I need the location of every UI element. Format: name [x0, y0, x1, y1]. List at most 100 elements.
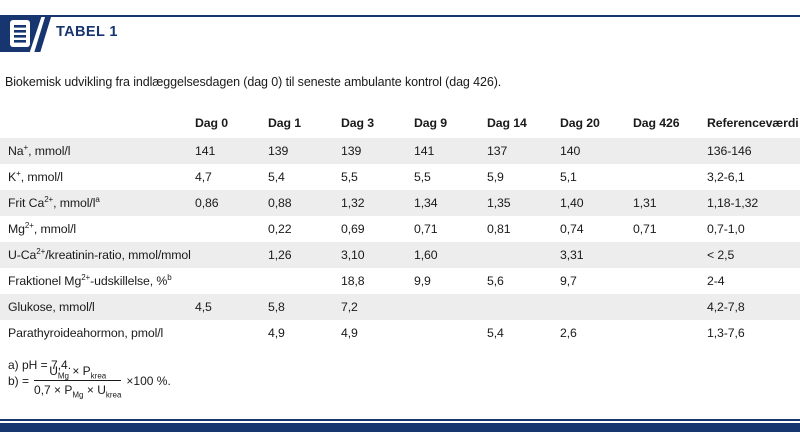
superscript: + [16, 168, 21, 178]
column-header [0, 100, 195, 138]
cell: 9,9 [414, 274, 431, 288]
text-run: , mmol/l [20, 170, 63, 184]
subscript: krea [90, 371, 107, 381]
cell: 0,7-1,0 [707, 222, 745, 236]
superscript: 2+ [81, 272, 91, 282]
cell [633, 268, 707, 294]
cell [195, 268, 268, 294]
cell: 136-146 [707, 144, 752, 158]
cell: 1,60 [414, 248, 438, 262]
cell: 9,7 [560, 274, 577, 288]
subscript: Mg [57, 371, 69, 381]
column-header: Dag 3 [341, 116, 374, 130]
cell [487, 294, 560, 320]
row-label: Fraktionel Mg2+-udskillelse, %b [0, 268, 195, 294]
superscript: 2+ [36, 246, 46, 256]
subscript: Mg [72, 390, 84, 400]
text-run: , mmol/l [33, 222, 77, 236]
cell: 2,6 [560, 326, 577, 340]
cell: 5,9 [487, 170, 504, 184]
table-row: Glukose, mmol/l 4,5 5,8 7,2 4,2-7,8 [0, 294, 800, 320]
row-label: Na+, mmol/l [0, 138, 195, 164]
cell: 7,2 [341, 300, 358, 314]
table-row: Parathyroideahormon, pmol/l 4,9 4,9 5,4 2,6 1… [0, 320, 800, 346]
fraction-denominator: 0,7 × PMg × Ukrea [34, 381, 122, 400]
table-row: Na+, mmol/l 141 139 139 141 137 140 136-146 [0, 138, 800, 164]
text-run: 0,7 × P [34, 383, 73, 397]
cell: 4,5 [195, 300, 212, 314]
fraction-numerator: UMg × Pkrea [34, 364, 122, 381]
cell: 5,5 [414, 170, 431, 184]
cell: 139 [268, 144, 289, 158]
cell: 5,1 [560, 170, 577, 184]
table-row: K+, mmol/l 4,7 5,4 5,5 5,5 5,9 5,1 3,2-6,1 [0, 164, 800, 190]
superscript: 2+ [24, 220, 34, 230]
superscript: a [95, 194, 100, 204]
cell [195, 216, 268, 242]
column-header: Referenceværdi [707, 116, 799, 130]
cell: 4,7 [195, 170, 212, 184]
text-run: , mmol/l [28, 144, 71, 158]
cell: 0,86 [195, 196, 219, 210]
cell [633, 294, 707, 320]
cell: 1,32 [341, 196, 365, 210]
cell [560, 294, 633, 320]
banner-top-rule [0, 15, 800, 17]
text-run: , mmol/l [53, 196, 96, 210]
cell: 141 [414, 144, 435, 158]
row-label: Parathyroideahormon, pmol/l [0, 320, 195, 346]
text-run: × U [83, 383, 106, 397]
cell: 0,74 [560, 222, 584, 236]
cell: 3,31 [560, 248, 584, 262]
cell [195, 242, 268, 268]
cell [414, 294, 487, 320]
table-badge [0, 15, 42, 52]
cell [633, 164, 707, 190]
cell: 5,5 [341, 170, 358, 184]
column-header: Dag 9 [414, 116, 447, 130]
text-run: U [49, 364, 58, 378]
row-label: Frit Ca2+, mmol/la [0, 190, 195, 216]
cell: < 2,5 [707, 248, 735, 262]
cell: 1,31 [633, 196, 657, 210]
table-row: U-Ca2+/kreatinin-ratio, mmol/mmol 1,26 3,1… [0, 242, 800, 268]
subscript: krea [105, 390, 122, 400]
cell: 3,10 [341, 248, 365, 262]
column-header: Dag 14 [487, 116, 527, 130]
column-header: Dag 20 [560, 116, 600, 130]
text-run: Fraktionel Mg [8, 274, 82, 288]
row-label: U-Ca2+/kreatinin-ratio, mmol/mmol [0, 242, 195, 268]
cell: 1,35 [487, 196, 511, 210]
cell: 0,69 [341, 222, 365, 236]
cell: 0,81 [487, 222, 511, 236]
text-run: /kreatinin-ratio, mmol/mmol [45, 248, 191, 262]
cell: 18,8 [341, 274, 365, 288]
table-caption: Biokemisk udvikling fra indlæggelsesdage… [5, 74, 502, 89]
header-row: Dag 0 Dag 1 Dag 3 Dag 9 Dag 14 Dag 20 Da… [0, 100, 800, 138]
text-run: -udskillelse, % [90, 274, 168, 288]
cell: 137 [487, 144, 508, 158]
column-header: Dag 1 [268, 116, 301, 130]
cell: 1,26 [268, 248, 292, 262]
biochem-table: Dag 0 Dag 1 Dag 3 Dag 9 Dag 14 Dag 20 Da… [0, 100, 800, 346]
footnote-b-suffix: ×100 %. [126, 373, 171, 388]
table-row: Mg2+, mmol/l 0,22 0,69 0,71 0,81 0,74 0,71 0,7-… [0, 216, 800, 242]
cell: 0,88 [268, 196, 292, 210]
bottom-border-bar [0, 419, 800, 432]
column-header: Dag 0 [195, 116, 228, 130]
cell: 4,2-7,8 [707, 300, 745, 314]
footnote-a: a) pH = 7,4. [8, 358, 72, 372]
cell: 1,40 [560, 196, 584, 210]
cell: 0,71 [633, 222, 657, 236]
row-label: K+, mmol/l [0, 164, 195, 190]
table-list-icon [10, 20, 30, 47]
cell: 4,9 [341, 326, 358, 340]
text-run: Frit Ca [8, 196, 45, 210]
text-run: K [8, 170, 17, 184]
cell: 2-4 [707, 274, 725, 288]
cell: 3,2-6,1 [707, 170, 745, 184]
cell: 5,4 [268, 170, 285, 184]
table-row: Fraktionel Mg2+-udskillelse, %b 18,8 9,9 5,… [0, 268, 800, 294]
cell: 1,3-7,6 [707, 326, 745, 340]
